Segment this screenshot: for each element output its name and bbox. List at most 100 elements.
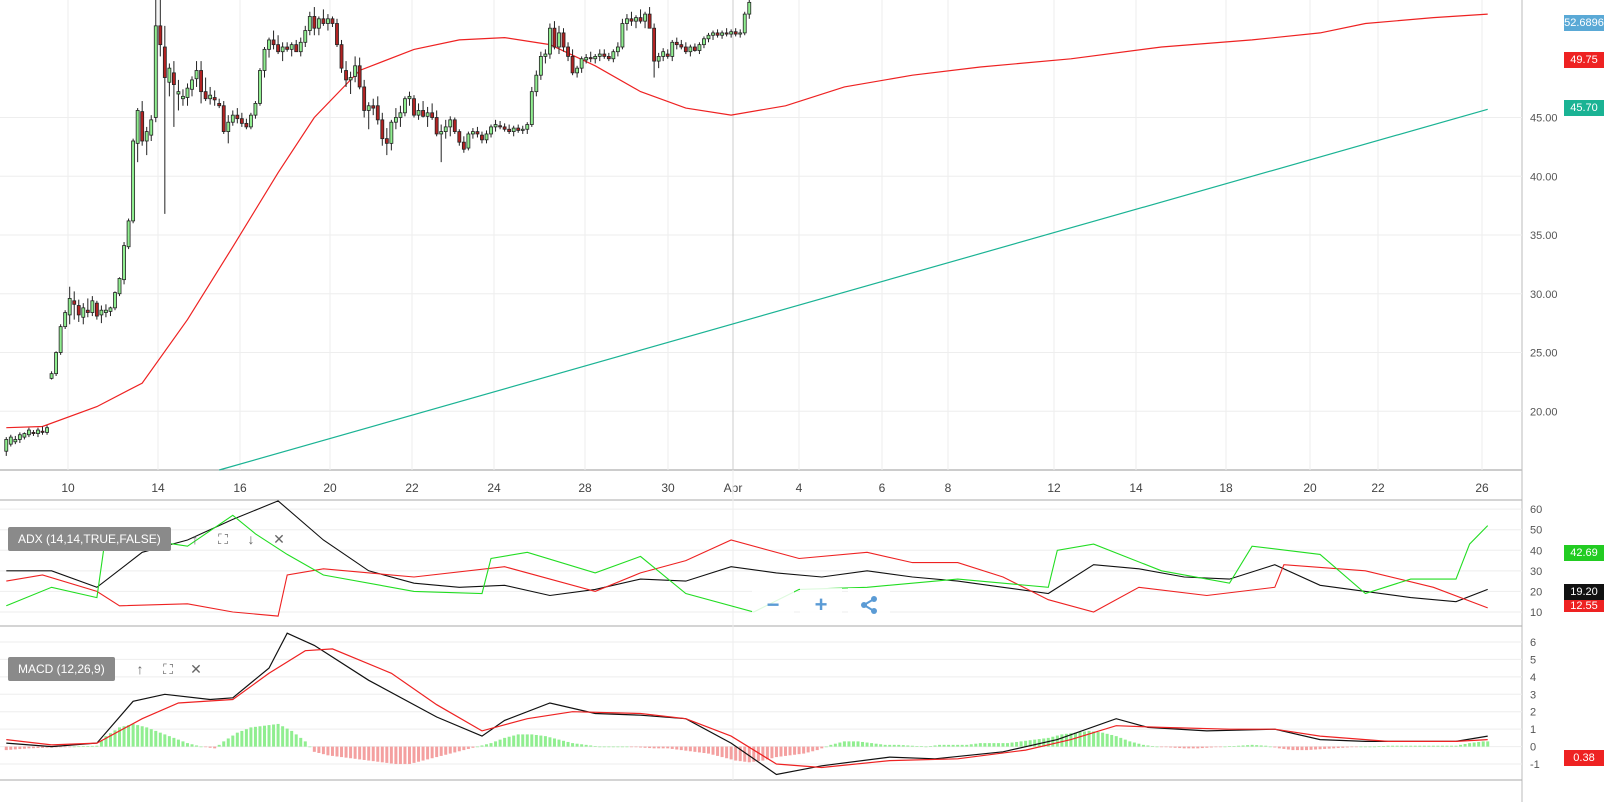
- macd-histogram-bar: [1178, 746, 1182, 749]
- candle: [511, 125, 516, 137]
- macd-histogram-bar: [1119, 737, 1123, 747]
- macd-histogram-bar: [897, 744, 901, 747]
- zoom-in-button[interactable]: +: [800, 588, 842, 622]
- macd-histogram-bar: [466, 746, 470, 749]
- adx-minus-di-tag: 12.55: [1564, 600, 1604, 612]
- macd-histogram-bar: [353, 746, 357, 759]
- macd-histogram-bar: [1309, 746, 1313, 750]
- candle: [221, 101, 226, 134]
- macd-histogram-bar: [81, 746, 85, 747]
- candle: [366, 102, 371, 130]
- adx-indicator-label[interactable]: ADX (14,14,TRUE,FALSE): [8, 527, 171, 551]
- macd-histogram-bar: [317, 746, 321, 753]
- macd-histogram-bar: [95, 745, 99, 747]
- candle: [389, 119, 394, 151]
- candle: [674, 37, 679, 50]
- macd-histogram-bar: [919, 746, 923, 747]
- macd-histogram-bar: [1350, 746, 1354, 748]
- macd-histogram-bar: [385, 746, 389, 763]
- macd-histogram-bar: [1110, 734, 1114, 747]
- move-up-icon[interactable]: ↑: [191, 531, 199, 547]
- macd-histogram-bar: [127, 725, 131, 747]
- macd-histogram-bar: [195, 745, 199, 747]
- macd-histogram-bar: [1150, 746, 1154, 747]
- macd-histogram-bar: [684, 746, 688, 751]
- macd-histogram-bar: [1214, 746, 1218, 748]
- macd-histogram-bar: [99, 740, 103, 747]
- candle: [17, 432, 22, 443]
- macd-histogram-bar: [367, 746, 371, 761]
- macd-histogram-bar: [1268, 746, 1272, 748]
- zoom-out-button[interactable]: −: [752, 588, 794, 622]
- macd-histogram-bar: [1146, 745, 1150, 747]
- macd-histogram-bar: [1300, 746, 1304, 751]
- share-button[interactable]: [848, 588, 890, 622]
- macd-histogram-bar: [702, 746, 706, 753]
- move-down-icon[interactable]: ↓: [247, 531, 255, 547]
- macd-histogram-bar: [1141, 744, 1145, 747]
- y-tick-label: 40.00: [1530, 171, 1558, 183]
- maximize-icon[interactable]: ⛶: [218, 531, 228, 547]
- macd-histogram-bar: [281, 726, 285, 747]
- candle: [348, 71, 353, 94]
- maximize-icon[interactable]: ⛶: [163, 661, 173, 677]
- macd-histogram-bar: [1001, 743, 1005, 747]
- macd-histogram-bar: [1341, 746, 1345, 748]
- macd-histogram-bar: [1227, 746, 1231, 747]
- macd-histogram-bar: [1046, 737, 1050, 747]
- candle: [665, 49, 670, 59]
- macd-histogram-bar: [154, 730, 158, 747]
- macd-indicator-label[interactable]: MACD (12,26,9): [8, 657, 115, 681]
- macd-histogram-bar: [1277, 746, 1281, 749]
- macd-hist-tag: 0.38: [1564, 750, 1604, 766]
- candle: [715, 29, 720, 38]
- macd-histogram-bar: [158, 732, 162, 747]
- y-tick-label: 5: [1530, 654, 1536, 666]
- y-tick-label: 25.00: [1530, 348, 1558, 360]
- macd-histogram-bar: [1291, 746, 1295, 751]
- macd-histogram-bar: [607, 746, 611, 748]
- y-tick-label: 20.00: [1530, 406, 1558, 418]
- candle: [307, 11, 312, 36]
- macd-histogram-bar: [1395, 745, 1399, 747]
- macd-histogram-bar: [666, 746, 670, 749]
- close-icon[interactable]: ✕: [190, 661, 202, 677]
- macd-histogram-bar: [706, 746, 710, 754]
- candle: [588, 51, 593, 63]
- macd-histogram-bar: [1218, 746, 1222, 748]
- macd-histogram-bar: [1449, 745, 1453, 747]
- macd-histogram-bar: [27, 746, 31, 749]
- macd-histogram-bar: [639, 746, 643, 748]
- macd-histogram-bar: [190, 744, 194, 747]
- candle: [353, 56, 358, 83]
- macd-histogram-bar: [72, 746, 76, 748]
- close-icon[interactable]: ✕: [273, 531, 285, 547]
- macd-histogram-bar: [18, 746, 22, 750]
- macd-histogram-bar: [13, 746, 17, 750]
- macd-histogram-bar: [879, 744, 883, 747]
- macd-histogram-bar: [108, 733, 112, 747]
- candle: [742, 11, 747, 36]
- macd-histogram-bar: [1472, 742, 1476, 747]
- macd-histogram-bar: [68, 746, 72, 748]
- macd-histogram-bar: [235, 732, 239, 747]
- macd-histogram-bar: [362, 746, 366, 760]
- macd-histogram-bar: [272, 724, 276, 747]
- move-up-icon[interactable]: ↑: [136, 661, 144, 677]
- macd-histogram-bar: [838, 742, 842, 747]
- macd-histogram-bar: [480, 745, 484, 747]
- macd-histogram-bar: [634, 746, 638, 748]
- candle: [416, 103, 421, 120]
- macd-histogram-bar: [1019, 741, 1023, 747]
- candle: [480, 131, 484, 144]
- candle: [239, 112, 244, 127]
- candle: [63, 310, 68, 329]
- macd-histogram-bar: [45, 746, 49, 748]
- y-tick-label: 20: [1530, 586, 1542, 598]
- candle: [244, 118, 249, 130]
- y-tick-label: 10: [1530, 607, 1542, 619]
- candle: [557, 25, 561, 55]
- candle: [212, 90, 217, 106]
- macd-histogram-bar: [494, 741, 498, 747]
